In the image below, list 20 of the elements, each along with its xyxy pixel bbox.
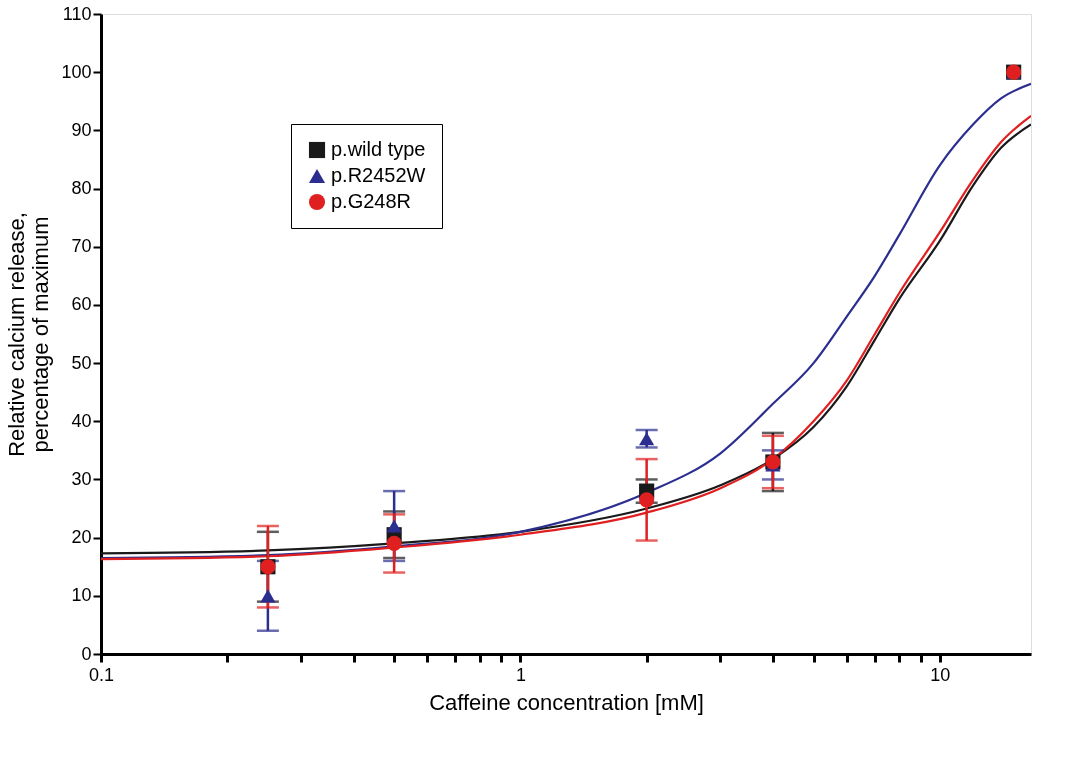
y-tick-label: 30 — [71, 468, 92, 489]
y-tick-label: 90 — [71, 119, 92, 140]
legend-label: p.G248R — [331, 190, 412, 212]
y-tick-label: 100 — [61, 61, 92, 82]
x-tick-label: 0.1 — [88, 664, 115, 685]
y-tick-label: 10 — [71, 585, 92, 606]
x-tick-label: 10 — [930, 664, 951, 685]
y-tick-label: 20 — [71, 527, 92, 548]
y-tick-label: 110 — [62, 3, 92, 24]
y-tick-label: 40 — [71, 410, 92, 431]
legend-label: p.wild type — [331, 138, 426, 160]
legend-label: p.R2452W — [331, 164, 426, 186]
y-tick-label: 50 — [71, 352, 92, 373]
y-tick-label: 70 — [71, 236, 92, 257]
x-tick-label: 1 — [515, 664, 526, 685]
y-axis-title: Relative calcium release, percentage of maximum — [4, 212, 54, 457]
y-tick-label: 0 — [81, 643, 92, 664]
y-tick-label: 80 — [71, 178, 92, 199]
y-tick-label: 60 — [71, 294, 92, 315]
x-axis-title: Caffeine concentration [mM] — [429, 689, 704, 715]
